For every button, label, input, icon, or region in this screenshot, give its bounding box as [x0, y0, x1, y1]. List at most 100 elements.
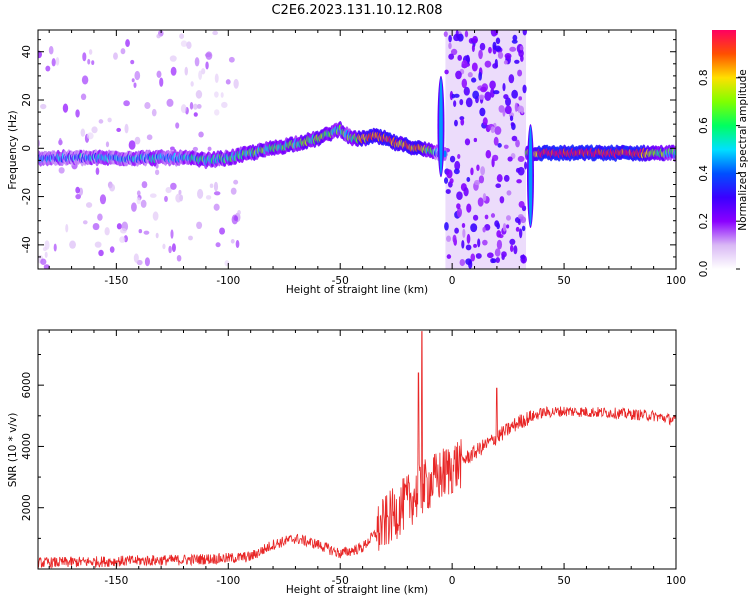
noise-speck — [493, 90, 500, 95]
noise-speck — [482, 117, 488, 126]
noise-speck — [55, 56, 60, 66]
noise-speck — [180, 104, 187, 114]
noise-speck — [141, 181, 148, 189]
colorbar: 0.0 0.2 0.4 0.6 0.8 Normalized spectral ampl… — [698, 30, 749, 277]
noise-speck — [511, 39, 518, 44]
noise-speck — [454, 119, 458, 127]
noise-speck — [205, 195, 212, 200]
noise-speck — [119, 236, 126, 243]
noise-speck — [105, 141, 110, 148]
noise-speck — [519, 228, 523, 239]
noise-speck — [38, 50, 42, 59]
noise-speck — [473, 137, 478, 143]
noise-speck — [517, 155, 525, 163]
noise-speck — [215, 242, 221, 248]
noise-speck — [171, 243, 176, 252]
noise-speck — [518, 96, 523, 101]
noise-speck — [193, 112, 198, 117]
noise-speck — [501, 251, 507, 258]
noise-speck — [522, 84, 527, 94]
noise-speck — [497, 143, 502, 148]
noise-speck — [444, 69, 449, 75]
noise-speck — [198, 131, 204, 138]
noise-speck — [131, 78, 135, 83]
noise-speck — [40, 258, 47, 265]
noise-speck — [48, 46, 54, 55]
noise-speck — [98, 249, 104, 257]
noise-speck — [495, 257, 501, 263]
spectrogram-ridge — [38, 120, 676, 170]
noise-speck — [91, 126, 98, 134]
noise-speck — [136, 197, 141, 205]
noise-speck — [493, 136, 499, 146]
noise-speck — [196, 104, 202, 109]
noise-speck — [82, 220, 88, 225]
spectrogram-noise — [38, 30, 528, 269]
noise-speck — [449, 155, 456, 163]
noise-speck — [176, 254, 182, 262]
noise-speck — [170, 66, 177, 76]
noise-speck — [503, 60, 508, 65]
noise-speck — [515, 139, 520, 148]
snr-xlabel: Height of straight line (km) — [286, 584, 428, 596]
noise-speck — [497, 51, 504, 59]
noise-speck — [75, 193, 81, 200]
noise-speck — [461, 60, 468, 69]
noise-speck — [138, 228, 143, 234]
noise-speck — [471, 62, 478, 72]
noise-speck — [82, 52, 87, 62]
noise-speck — [81, 75, 89, 85]
noise-speck — [482, 239, 488, 246]
snr-y-ticks: 2000 4000 6000 — [21, 354, 676, 539]
noise-speck — [453, 100, 457, 107]
noise-speck — [97, 213, 103, 221]
noise-speck — [194, 57, 200, 67]
noise-speck — [116, 223, 122, 230]
noise-speck — [230, 239, 235, 244]
noise-speck — [476, 164, 480, 171]
noise-speck — [125, 39, 130, 47]
noise-speck — [514, 102, 518, 113]
noise-speck — [209, 183, 214, 189]
noise-speck — [109, 246, 115, 253]
noise-speck — [228, 56, 235, 63]
noise-speck — [484, 214, 489, 220]
snr-x-ticks: -150 -100 -50 0 50 100 — [48, 330, 686, 587]
noise-speck — [482, 226, 486, 233]
noise-speck — [520, 216, 527, 224]
noise-speck — [480, 86, 487, 93]
noise-speck — [99, 194, 107, 205]
noise-speck — [484, 91, 492, 101]
noise-speck — [492, 41, 497, 51]
noise-speck — [214, 109, 220, 116]
noise-speck — [95, 167, 100, 175]
noise-speck — [522, 30, 527, 36]
snr-panel: -150 -100 -50 0 50 100 2000 4000 6000 Height of… — [7, 329, 686, 596]
noise-speck — [159, 77, 164, 87]
noise-speck — [516, 179, 522, 184]
y-tick-label: 4000 — [21, 433, 33, 460]
noise-speck — [461, 239, 465, 249]
noise-speck — [477, 238, 481, 248]
x-tick-label: -50 — [332, 575, 349, 587]
noise-speck — [503, 144, 509, 149]
noise-speck — [495, 37, 501, 45]
noise-speck — [213, 203, 220, 211]
noise-speck — [131, 202, 137, 212]
noise-speck — [155, 232, 159, 239]
noise-speck — [169, 55, 177, 62]
noise-speck — [456, 191, 463, 201]
noise-speck — [470, 167, 474, 176]
noise-speck — [69, 240, 76, 249]
x-tick-label: -150 — [104, 575, 128, 587]
noise-speck — [459, 98, 464, 106]
noise-speck — [509, 238, 516, 246]
noise-speck — [130, 59, 135, 65]
noise-speck — [166, 98, 174, 107]
noise-speck — [461, 222, 466, 228]
y-tick-label: -40 — [21, 236, 33, 253]
noise-speck — [205, 61, 209, 70]
noise-speck — [168, 245, 172, 254]
noise-speck — [179, 33, 185, 39]
